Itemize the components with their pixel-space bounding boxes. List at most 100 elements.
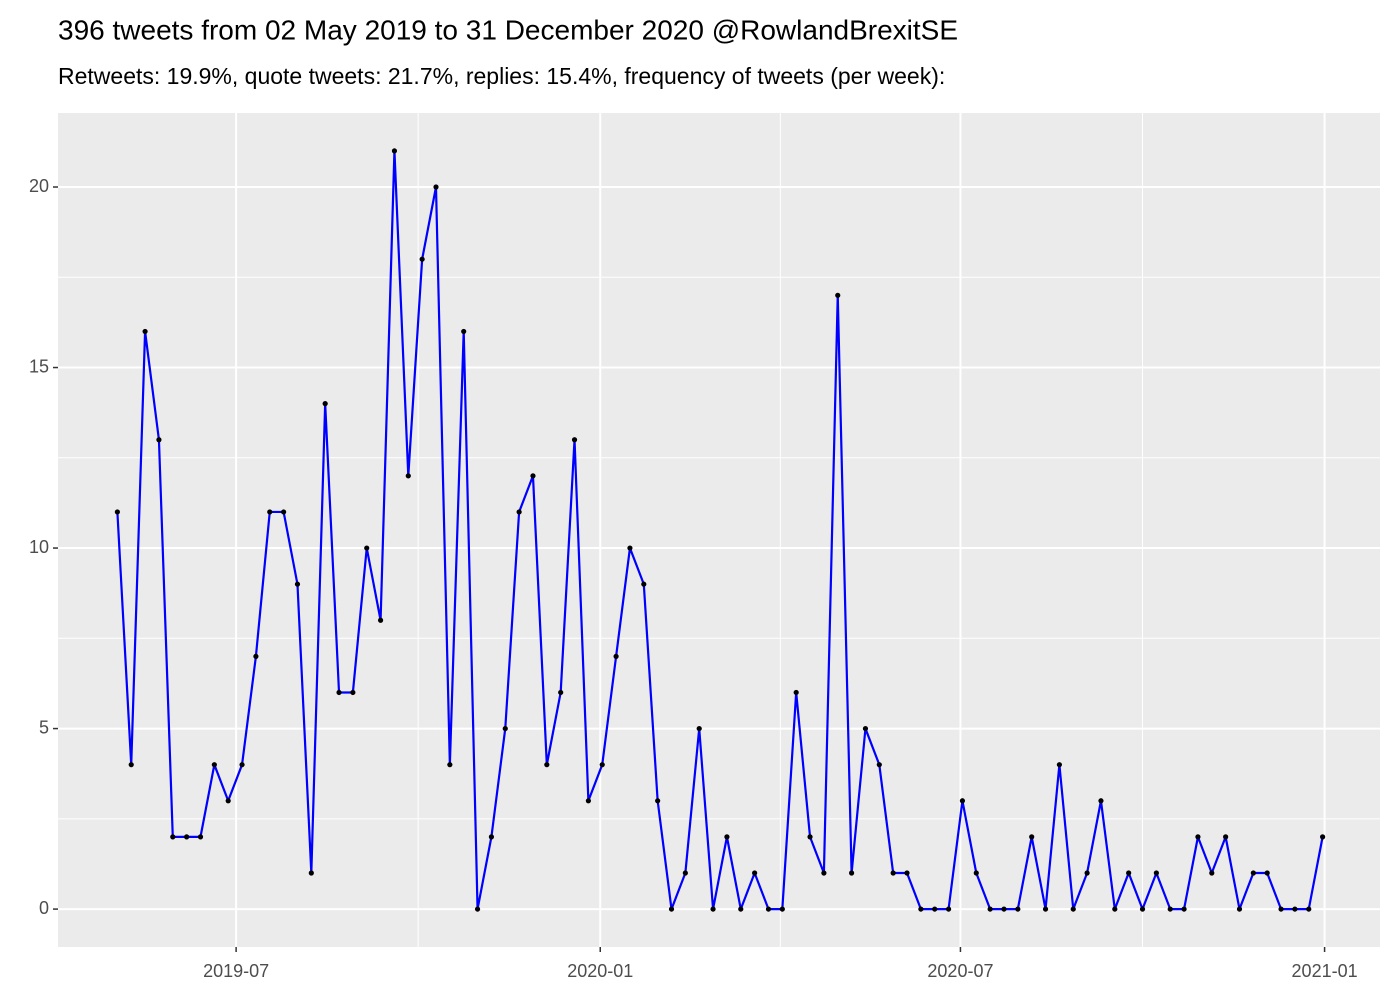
y-tick-label: 15 (29, 356, 49, 376)
data-line (116, 149, 1324, 911)
data-point (225, 798, 231, 804)
data-point (641, 581, 647, 587)
data-point (1070, 906, 1076, 912)
data-point (1029, 834, 1035, 840)
data-point (1153, 870, 1159, 876)
data-point (752, 870, 758, 876)
data-point (294, 581, 301, 587)
y-tick-label: 20 (29, 176, 49, 196)
data-point (710, 906, 716, 912)
data-point (890, 870, 896, 876)
chart-subtitle: Retweets: 19.9%, quote tweets: 21.7%, re… (58, 63, 945, 89)
plot-panel (58, 113, 1380, 947)
data-point (336, 689, 342, 696)
data-point (987, 906, 993, 912)
data-point (377, 617, 384, 623)
data-point (544, 762, 550, 768)
data-point (364, 545, 370, 551)
x-tick-label: 2020-01 (567, 961, 633, 981)
data-point (627, 545, 633, 551)
data-point (1250, 870, 1256, 876)
data-point (793, 689, 799, 696)
data-point (1223, 834, 1229, 840)
data-point (724, 834, 730, 840)
data-point (779, 906, 785, 912)
data-point (267, 509, 273, 515)
data-point (488, 834, 495, 840)
data-point (862, 725, 869, 732)
data-point (599, 762, 605, 768)
data-point (253, 653, 259, 659)
data-point (433, 184, 439, 190)
data-point (170, 834, 176, 840)
data-point (1001, 906, 1007, 912)
data-point (308, 870, 314, 876)
y-tick-label: 5 (39, 717, 49, 737)
data-point (1195, 834, 1201, 840)
data-point (738, 906, 744, 912)
data-point (613, 653, 619, 659)
data-point (904, 870, 910, 876)
data-point (807, 834, 813, 840)
data-point (571, 437, 578, 443)
data-point (197, 834, 204, 840)
chart-title: 396 tweets from 02 May 2019 to 31 Decemb… (58, 14, 958, 45)
data-point (502, 725, 508, 732)
data-point (447, 762, 453, 768)
data-point (945, 906, 952, 912)
data-point (1320, 834, 1326, 840)
data-point (1236, 906, 1243, 912)
x-tick-label: 2020-07 (927, 961, 993, 981)
data-point (530, 473, 536, 479)
data-point (405, 473, 411, 479)
data-point (128, 762, 134, 768)
data-point (821, 870, 827, 876)
data-point (1181, 906, 1187, 912)
data-point (1278, 906, 1284, 912)
data-point (696, 725, 702, 732)
x-tick-label: 2021-01 (1292, 961, 1358, 981)
data-point (391, 148, 398, 154)
data-point (1015, 906, 1021, 912)
data-point (765, 906, 772, 912)
data-point (558, 689, 564, 696)
data-point (1167, 906, 1173, 912)
data-point (876, 762, 882, 768)
data-point (1306, 906, 1312, 912)
data-point (668, 906, 675, 912)
data-point (835, 292, 841, 298)
data-point (419, 256, 425, 262)
data-point (211, 762, 217, 768)
y-tick-label: 10 (29, 537, 49, 557)
data-point (1264, 870, 1270, 876)
data-point (142, 328, 148, 335)
data-point (1084, 870, 1090, 876)
data-point (1056, 762, 1062, 768)
data-point (281, 509, 287, 515)
data-point (973, 870, 979, 876)
data-point (156, 437, 162, 443)
data-point (1209, 870, 1215, 876)
data-point (474, 906, 481, 912)
data-point (1139, 906, 1146, 912)
data-point (848, 870, 855, 876)
data-point (239, 762, 245, 768)
data-point (918, 906, 924, 912)
data-point (1292, 906, 1298, 912)
data-point (322, 401, 328, 407)
data-point (1042, 906, 1049, 912)
data-point (350, 689, 356, 696)
x-tick-label: 2019-07 (203, 961, 269, 981)
data-point (516, 509, 522, 515)
data-point (461, 328, 467, 335)
data-point (1112, 906, 1118, 912)
data-point (1098, 798, 1104, 804)
data-point (184, 834, 190, 840)
data-point (655, 798, 661, 804)
data-point (1126, 870, 1132, 876)
data-point (932, 906, 938, 912)
data-point (682, 870, 688, 876)
data-point (959, 798, 966, 804)
y-tick-label: 0 (39, 898, 49, 918)
